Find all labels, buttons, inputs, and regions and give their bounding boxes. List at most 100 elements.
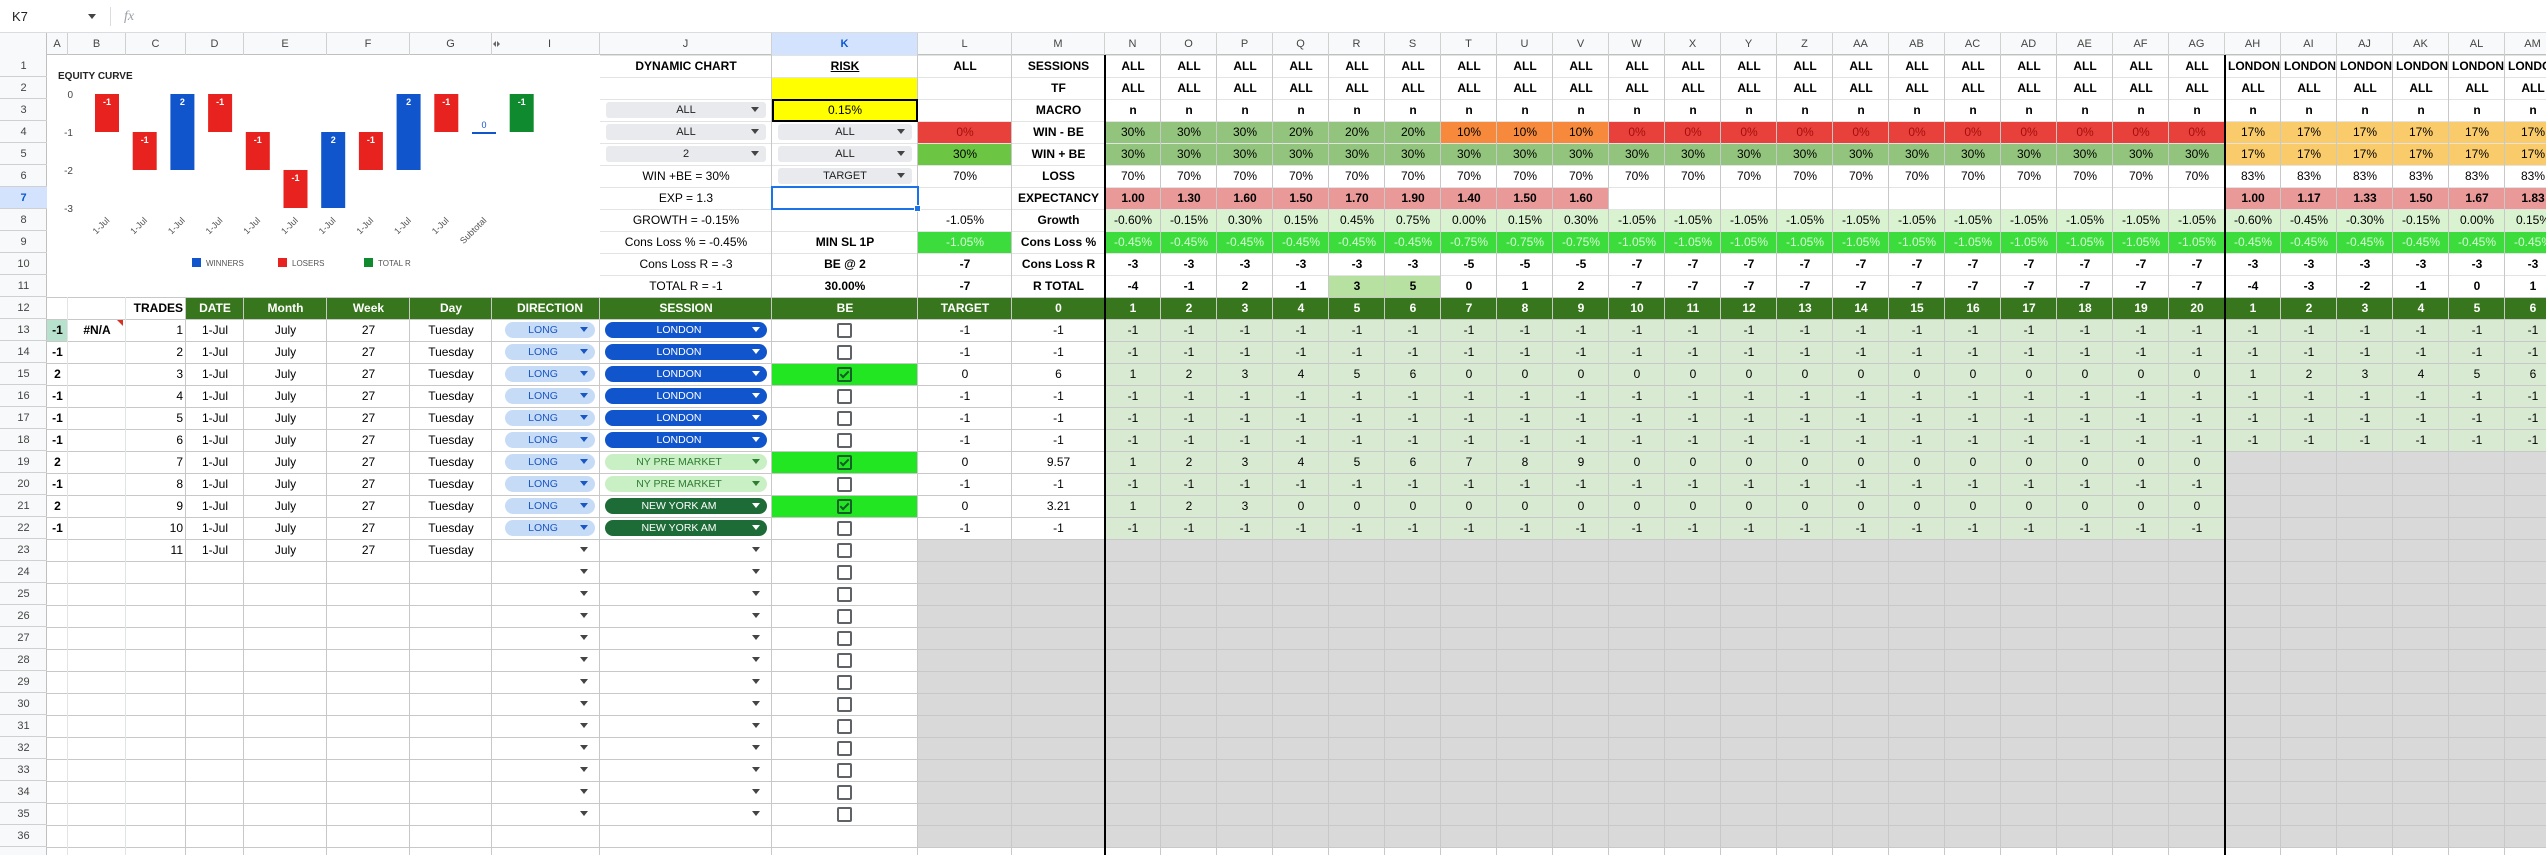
checkbox[interactable]	[837, 411, 852, 426]
column-header[interactable]: AM	[2505, 33, 2546, 55]
column-header[interactable]: V	[1553, 33, 1609, 55]
column-header[interactable]: Y	[1721, 33, 1777, 55]
row-header[interactable]: 30	[0, 693, 47, 715]
row-header[interactable]: 5	[0, 143, 47, 165]
dropdown[interactable]	[752, 767, 760, 772]
row-header[interactable]: 18	[0, 429, 47, 451]
dropdown[interactable]	[580, 591, 588, 596]
column-header[interactable]: F	[327, 33, 410, 55]
row-header[interactable]: 4	[0, 121, 47, 143]
row-header[interactable]: 15	[0, 363, 47, 385]
column-header[interactable]: AC	[1945, 33, 2001, 55]
dropdown[interactable]	[580, 613, 588, 618]
row-header[interactable]: 29	[0, 671, 47, 693]
row-header[interactable]: 27	[0, 627, 47, 649]
dropdown[interactable]	[580, 767, 588, 772]
column-header[interactable]: A	[47, 33, 68, 55]
checkbox[interactable]	[837, 807, 852, 822]
selected-cell[interactable]	[771, 186, 919, 210]
dropdown[interactable]: 2	[606, 146, 766, 162]
column-header[interactable]: J	[600, 33, 772, 55]
dropdown[interactable]	[580, 657, 588, 662]
column-header[interactable]: AI	[2281, 33, 2337, 55]
row-header[interactable]: 7	[0, 187, 47, 209]
row-header[interactable]: 10	[0, 253, 47, 275]
dropdown-chip[interactable]: LONDON	[605, 322, 767, 338]
row-header[interactable]: 24	[0, 561, 47, 583]
checkbox[interactable]	[837, 587, 852, 602]
column-header[interactable]: I	[500, 33, 600, 55]
dropdown[interactable]	[580, 569, 588, 574]
row-header[interactable]: 22	[0, 517, 47, 539]
checkbox[interactable]	[837, 675, 852, 690]
dropdown-chip[interactable]: LONDON	[605, 366, 767, 382]
checkbox[interactable]	[837, 697, 852, 712]
dropdown[interactable]	[580, 811, 588, 816]
column-header[interactable]: AH	[2225, 33, 2281, 55]
column-header[interactable]: Z	[1777, 33, 1833, 55]
row-header[interactable]: 9	[0, 231, 47, 253]
column-header[interactable]: AA	[1833, 33, 1889, 55]
dropdown[interactable]: TARGET	[778, 168, 912, 184]
dropdown[interactable]	[752, 591, 760, 596]
column-header[interactable]: AF	[2113, 33, 2169, 55]
dropdown-chip[interactable]: LONDON	[605, 388, 767, 404]
checkbox[interactable]	[837, 367, 852, 382]
row-header[interactable]: 17	[0, 407, 47, 429]
row-header[interactable]: 16	[0, 385, 47, 407]
dropdown-chip[interactable]: NEW YORK AM	[605, 498, 767, 514]
row-header[interactable]: 25	[0, 583, 47, 605]
dropdown-chip[interactable]: NY PRE MARKET	[605, 476, 767, 492]
row-header[interactable]: 2	[0, 77, 47, 99]
row-header[interactable]: 8	[0, 209, 47, 231]
dropdown-chip[interactable]: LONDON	[605, 432, 767, 448]
column-header[interactable]: O	[1161, 33, 1217, 55]
dropdown[interactable]	[752, 679, 760, 684]
column-header[interactable]: P	[1217, 33, 1273, 55]
dropdown[interactable]	[580, 635, 588, 640]
row-header[interactable]: 12	[0, 297, 47, 319]
column-header[interactable]: N	[1105, 33, 1161, 55]
dropdown-chip[interactable]: LONG	[505, 344, 595, 360]
dropdown-chip[interactable]: NY PRE MARKET	[605, 454, 767, 470]
dropdown-chip[interactable]: LONDON	[605, 410, 767, 426]
dropdown[interactable]: ALL	[778, 124, 912, 140]
checkbox[interactable]	[837, 609, 852, 624]
dropdown[interactable]	[752, 569, 760, 574]
row-header[interactable]: 1	[0, 55, 47, 77]
column-header[interactable]: AD	[2001, 33, 2057, 55]
checkbox[interactable]	[837, 565, 852, 580]
column-header[interactable]: T	[1441, 33, 1497, 55]
row-header[interactable]: 34	[0, 781, 47, 803]
dropdown[interactable]	[580, 789, 588, 794]
dropdown[interactable]	[752, 811, 760, 816]
checkbox[interactable]	[837, 763, 852, 778]
dropdown[interactable]	[752, 745, 760, 750]
checkbox[interactable]	[837, 653, 852, 668]
row-header[interactable]: 23	[0, 539, 47, 561]
column-header[interactable]: S	[1385, 33, 1441, 55]
checkbox[interactable]	[837, 741, 852, 756]
row-header[interactable]: 36	[0, 825, 47, 847]
column-header[interactable]: U	[1497, 33, 1553, 55]
dropdown[interactable]: ALL	[606, 124, 766, 140]
column-header[interactable]: AL	[2449, 33, 2505, 55]
column-header[interactable]: AE	[2057, 33, 2113, 55]
dropdown[interactable]: ALL	[606, 102, 766, 118]
checkbox[interactable]	[837, 455, 852, 470]
dropdown[interactable]	[752, 547, 760, 552]
row-header[interactable]: 31	[0, 715, 47, 737]
column-header[interactable]: B	[68, 33, 126, 55]
row-header[interactable]: 35	[0, 803, 47, 825]
dropdown-chip[interactable]: LONDON	[605, 344, 767, 360]
row-header[interactable]: 26	[0, 605, 47, 627]
dropdown[interactable]	[752, 635, 760, 640]
column-header[interactable]: K	[772, 33, 918, 55]
dropdown[interactable]	[580, 547, 588, 552]
dropdown-chip[interactable]: LONG	[505, 388, 595, 404]
checkbox[interactable]	[837, 631, 852, 646]
column-header[interactable]: AK	[2393, 33, 2449, 55]
dropdown[interactable]	[580, 723, 588, 728]
column-header[interactable]: G	[410, 33, 492, 55]
row-header[interactable]: 11	[0, 275, 47, 297]
